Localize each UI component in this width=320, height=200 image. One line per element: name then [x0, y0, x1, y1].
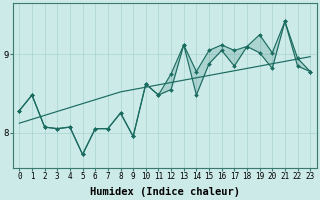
X-axis label: Humidex (Indice chaleur): Humidex (Indice chaleur): [90, 186, 240, 197]
